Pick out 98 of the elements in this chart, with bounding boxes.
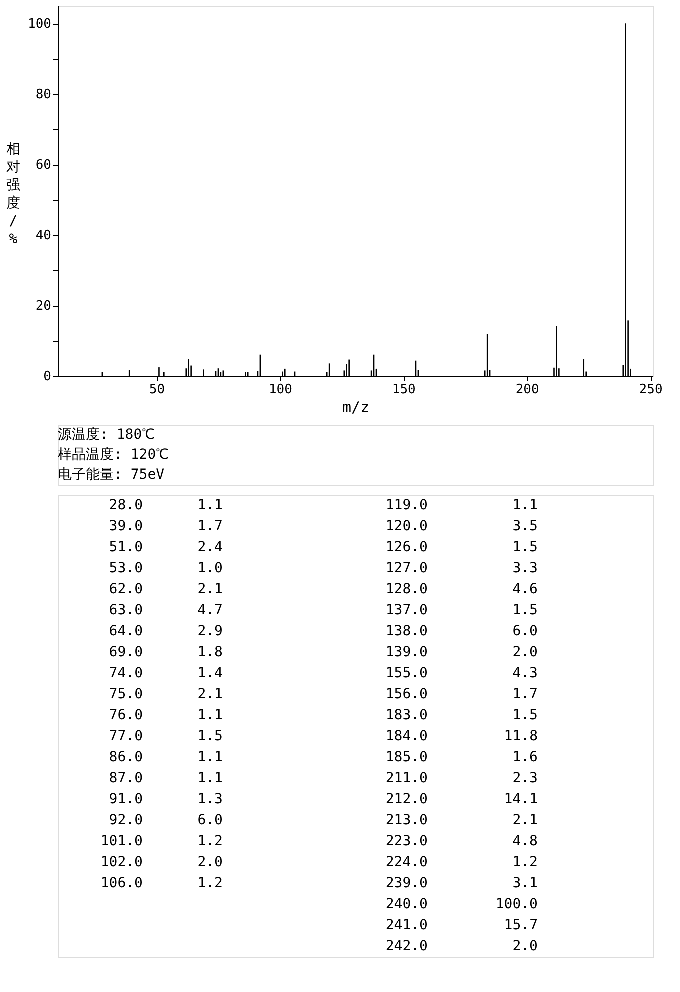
text: 1.6 (512, 750, 538, 766)
text: 11.8 (504, 728, 538, 744)
category-label: 120.0 (386, 518, 428, 534)
category-label: 183.0 (386, 708, 428, 724)
category-label: 156.0 (386, 686, 428, 702)
text: 源温度: 180℃ (58, 427, 156, 443)
category-label: 241.0 (386, 918, 428, 934)
text: 2.1 (512, 812, 538, 828)
category-label: 75.0 (109, 686, 143, 702)
x-tick-label: 100 (268, 382, 292, 398)
text: 2.0 (512, 938, 538, 954)
y-tick-label: 100 (28, 17, 52, 32)
text: 1.1 (198, 708, 223, 724)
text: 2.1 (198, 686, 223, 702)
category-label: 119.0 (386, 498, 428, 514)
category-label: 185.0 (386, 750, 428, 766)
category-label: 39.0 (109, 518, 143, 534)
text: 电子能量: 75eV (58, 467, 166, 483)
category-label: 53.0 (109, 560, 143, 576)
category-label: 87.0 (109, 770, 143, 786)
category-label: 239.0 (386, 876, 428, 892)
text: 6.0 (198, 812, 223, 828)
x-tick-label: 200 (516, 382, 540, 398)
text: 4.7 (198, 602, 223, 618)
category-label: 106.0 (100, 876, 143, 892)
text: 1.5 (198, 728, 223, 744)
category-label: 86.0 (109, 750, 143, 766)
text: 1.2 (512, 854, 538, 870)
category-label: 91.0 (109, 792, 143, 808)
category-label: 184.0 (386, 728, 428, 744)
y-tick-label: 0 (44, 370, 52, 384)
text: 100.0 (496, 896, 538, 912)
category-label: 240.0 (386, 896, 428, 912)
text: 1.2 (198, 834, 223, 850)
text: 14.1 (504, 792, 538, 808)
category-label: 128.0 (386, 582, 428, 598)
category-label: 77.0 (109, 728, 143, 744)
category-label: 223.0 (386, 834, 428, 850)
text: 2.1 (198, 582, 223, 598)
text: 2.0 (198, 854, 223, 870)
text: 6.0 (512, 624, 538, 640)
text: 1.2 (198, 876, 223, 892)
category-label: 242.0 (386, 938, 428, 954)
text: 15.7 (504, 918, 538, 934)
x-tick-label: 150 (392, 382, 416, 398)
text: 4.8 (512, 834, 538, 850)
category-label: 211.0 (386, 770, 428, 786)
category-label: 212.0 (386, 792, 428, 808)
category-label: 74.0 (109, 666, 143, 682)
y-tick-label: 40 (36, 228, 52, 244)
text: 4.6 (512, 582, 538, 598)
text: 1.5 (512, 708, 538, 724)
y-tick-label: 80 (36, 88, 52, 103)
y-tick-label: 20 (36, 299, 52, 314)
category-label: 224.0 (386, 854, 428, 870)
category-label: 28.0 (109, 498, 143, 514)
text: 1.8 (198, 644, 223, 660)
text: 1.5 (512, 602, 538, 618)
text: 1.7 (512, 686, 538, 702)
category-label: 126.0 (386, 540, 428, 556)
category-label: 69.0 (109, 644, 143, 660)
category-label: 127.0 (386, 560, 428, 576)
text: 样品温度: 120℃ (58, 447, 170, 463)
category-label: 64.0 (109, 624, 143, 640)
text: 1.3 (198, 792, 223, 808)
category-label: 101.0 (100, 834, 143, 850)
x-tick-label: 250 (639, 382, 663, 398)
text: 3.3 (512, 560, 538, 576)
y-tick-label: 60 (36, 158, 52, 174)
text: 2.0 (512, 644, 538, 660)
text: 3.5 (512, 518, 538, 534)
category-label: 62.0 (109, 582, 143, 598)
text: 1.1 (512, 498, 538, 514)
text: 1.0 (198, 560, 223, 576)
category-label: 92.0 (109, 812, 143, 828)
text: 3.1 (512, 876, 538, 892)
category-label: 139.0 (386, 644, 428, 660)
text: 2.4 (198, 540, 223, 556)
x-axis-title: m/z (342, 398, 370, 416)
x-tick-label: 50 (149, 382, 166, 398)
text: 2.9 (198, 624, 223, 640)
category-label: 137.0 (386, 602, 428, 618)
category-label: 51.0 (109, 540, 143, 556)
text: 2.3 (512, 770, 538, 786)
category-label: 63.0 (109, 602, 143, 618)
text: 1.1 (198, 770, 223, 786)
text: 1.4 (198, 666, 223, 682)
text: 1.7 (198, 518, 223, 534)
text: 1.1 (198, 498, 223, 514)
y-axis-title: 相对强度/% (6, 142, 20, 248)
category-label: 102.0 (100, 854, 143, 870)
text: 1.5 (512, 540, 538, 556)
category-label: 76.0 (109, 708, 143, 724)
category-label: 155.0 (386, 666, 428, 682)
text: 4.3 (512, 666, 538, 682)
category-label: 213.0 (386, 812, 428, 828)
category-label: 138.0 (386, 624, 428, 640)
text: 1.1 (198, 750, 223, 766)
